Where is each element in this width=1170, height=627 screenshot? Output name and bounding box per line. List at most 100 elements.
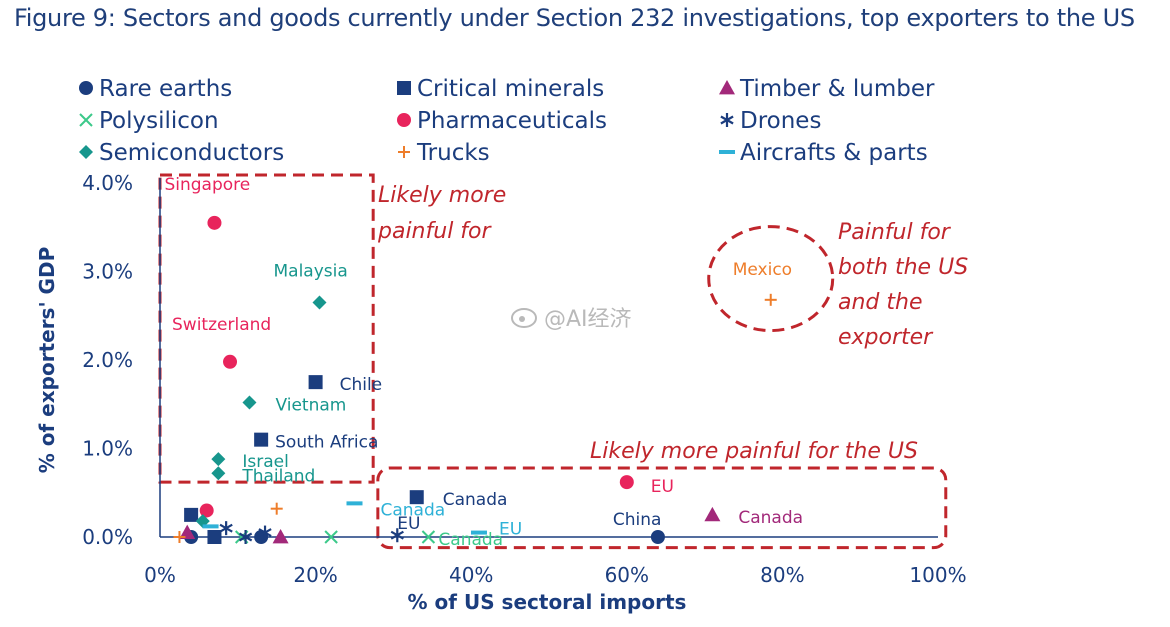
x-tick-label: 0% (144, 563, 176, 587)
point-label-critical-minerals-south-africa: South Africa (275, 433, 378, 453)
point-drones (219, 521, 233, 536)
ellipse-both-pain (707, 225, 835, 333)
y-tick-label: 3.0% (82, 260, 133, 284)
point-semiconductors-israel (211, 452, 226, 467)
point-polysilicon (324, 530, 338, 544)
annotation-text: Painful for (838, 220, 952, 245)
legend-label-trucks: Trucks (416, 140, 490, 166)
x-tick-label: 80% (760, 563, 804, 587)
legend-label-timber-and-lumber: Timber & lumber (739, 76, 935, 102)
point-drones-eu (390, 528, 404, 543)
point-label-aircrafts-and-parts-eu: EU (499, 520, 522, 540)
y-tick-label: 0.0% (82, 525, 133, 549)
legend-label-rare-earths: Rare earths (99, 76, 232, 102)
legend-marker-semiconductors (79, 145, 93, 159)
legend-item-pharmaceuticals: Pharmaceuticals (397, 108, 607, 134)
y-axis-title: % of exporters' GDP (35, 247, 59, 473)
legend-item-aircrafts-and-parts: Aircrafts & parts (719, 140, 928, 166)
point-semiconductors-thailand (211, 466, 226, 481)
point-label-aircrafts-and-parts-canada: Canada (381, 500, 446, 520)
x-tick-label: 20% (293, 563, 337, 587)
legend-item-drones: Drones (720, 108, 821, 134)
point-label-semiconductors-israel: Israel (242, 452, 288, 472)
legend-item-semiconductors: Semiconductors (79, 140, 284, 166)
legend-item-timber-and-lumber: Timber & lumber (719, 76, 935, 102)
legend: Rare earths Critical minerals Timber & lum… (79, 76, 935, 166)
point-label-critical-minerals-canada: Canada (443, 490, 508, 510)
y-tick-label: 2.0% (82, 348, 133, 372)
legend-marker-polysilicon (79, 113, 93, 127)
legend-item-critical-minerals: Critical minerals (397, 76, 604, 102)
legend-marker-pharmaceuticals (397, 113, 411, 127)
watermark: @AI经济 (511, 307, 632, 332)
point-trucks (270, 502, 283, 515)
point-pharmaceuticals-switzerland (223, 354, 238, 369)
point-polysilicon-canada (421, 530, 436, 544)
legend-marker-critical-minerals (397, 81, 411, 95)
point-critical-minerals (207, 530, 222, 544)
legend-label-semiconductors: Semiconductors (99, 140, 284, 166)
point-trucks-mexico (764, 293, 777, 306)
point-critical-minerals-chile (308, 375, 323, 390)
point-label-trucks-mexico: Mexico (733, 260, 792, 280)
point-semiconductors-vietnam (242, 395, 257, 410)
point-pharmaceuticals-eu (619, 475, 634, 490)
point-label-semiconductors-malaysia: Malaysia (273, 261, 347, 281)
point-label-pharmaceuticals-switzerland: Switzerland (172, 315, 271, 335)
point-aircrafts-and-parts-canada (346, 501, 363, 506)
point-pharmaceuticals (199, 503, 214, 518)
point-critical-minerals-south-africa (254, 432, 269, 447)
point-critical-minerals (184, 507, 199, 522)
point-label-critical-minerals-chile: Chile (340, 375, 383, 395)
x-tick-label: 100% (909, 563, 966, 587)
data-points (173, 215, 777, 544)
annotation-text: painful for (377, 219, 493, 244)
y-tick-label: 1.0% (82, 437, 133, 461)
legend-marker-rare-earths (79, 81, 93, 95)
watermark-text: @AI经济 (544, 307, 632, 332)
annotation-text: Likely more (378, 183, 506, 208)
chart-title: Figure 9: Sectors and goods currently un… (14, 4, 1135, 32)
axes: 0% 20% 40% 60% 80% 100% 0.0% 1.0% 2.0% 3.0% 4.0% % … (35, 171, 967, 614)
legend-marker-trucks (398, 146, 410, 158)
y-tick-label: 4.0% (82, 171, 133, 195)
point-timber-and-lumber (179, 524, 196, 539)
legend-item-trucks: Trucks (398, 140, 490, 166)
point-label-pharmaceuticals-singapore: Singapore (164, 175, 250, 195)
x-tick-label: 40% (449, 563, 493, 587)
x-tick-label: 60% (605, 563, 649, 587)
point-label-rare-earths-china: China (613, 510, 662, 530)
point-timber-and-lumber-canada (704, 506, 721, 522)
point-drones (258, 525, 272, 540)
legend-marker-drones (720, 113, 734, 127)
point-label-drones-eu: EU (397, 514, 420, 534)
point-rare-earths-china (650, 530, 665, 544)
legend-label-polysilicon: Polysilicon (99, 108, 219, 134)
point-critical-minerals-canada (409, 490, 424, 505)
annotation-text: and the (838, 290, 923, 315)
legend-label-pharmaceuticals: Pharmaceuticals (417, 108, 607, 134)
legend-marker-aircrafts-and-parts (719, 150, 735, 154)
point-semiconductors-malaysia (312, 295, 327, 310)
box-exporter-pain (158, 173, 375, 484)
point-label-polysilicon-canada: Canada (438, 530, 503, 550)
point-label-timber-and-lumber-canada: Canada (738, 508, 803, 528)
point-drones (238, 530, 253, 544)
point-label-semiconductors-vietnam: Vietnam (275, 395, 346, 415)
legend-label-drones: Drones (740, 108, 821, 134)
point-aircrafts-and-parts-eu (470, 530, 487, 535)
legend-item-rare-earths: Rare earths (79, 76, 232, 102)
point-label-pharmaceuticals-eu: EU (651, 477, 674, 497)
point-label-semiconductors-thailand: Thailand (241, 466, 315, 486)
point-aircrafts-and-parts (202, 524, 219, 529)
legend-item-polysilicon: Polysilicon (79, 108, 219, 134)
legend-label-aircrafts-and-parts: Aircrafts & parts (740, 140, 928, 166)
annotation-text: both the US (838, 255, 968, 280)
x-axis-title: % of US sectoral imports (408, 590, 687, 614)
point-trucks (173, 531, 186, 543)
point-pharmaceuticals-singapore (207, 215, 222, 230)
weibo-logo-icon (511, 308, 537, 328)
annotation-text: exporter (838, 325, 934, 350)
